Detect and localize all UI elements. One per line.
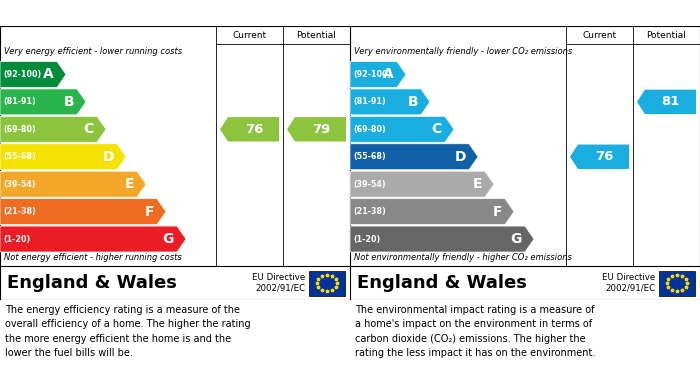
Text: Not energy efficient - higher running costs: Not energy efficient - higher running co… (4, 253, 182, 262)
Text: (39-54): (39-54) (3, 180, 36, 189)
Text: Current: Current (232, 30, 267, 39)
Polygon shape (570, 145, 629, 169)
Text: Potential: Potential (647, 30, 687, 39)
Polygon shape (0, 117, 106, 142)
Text: Not environmentally friendly - higher CO₂ emissions: Not environmentally friendly - higher CO… (354, 253, 572, 262)
Polygon shape (0, 199, 166, 224)
Text: E: E (125, 177, 134, 191)
Text: (1-20): (1-20) (353, 235, 380, 244)
Text: (92-100): (92-100) (3, 70, 41, 79)
Polygon shape (350, 117, 454, 142)
Text: C: C (84, 122, 94, 136)
Text: 79: 79 (312, 123, 330, 136)
Text: G: G (162, 232, 174, 246)
Text: (21-38): (21-38) (3, 207, 36, 216)
Text: (81-91): (81-91) (3, 97, 36, 106)
Text: The energy efficiency rating is a measure of the
overall efficiency of a home. T: The energy efficiency rating is a measur… (5, 305, 251, 358)
Text: D: D (454, 150, 466, 164)
Text: B: B (407, 95, 418, 109)
Text: (92-100): (92-100) (353, 70, 391, 79)
Text: EU Directive
2002/91/EC: EU Directive 2002/91/EC (252, 273, 305, 293)
Polygon shape (637, 90, 696, 114)
Text: (55-68): (55-68) (353, 152, 386, 161)
Text: A: A (43, 68, 54, 81)
Text: C: C (432, 122, 442, 136)
Polygon shape (350, 89, 430, 115)
Text: (69-80): (69-80) (353, 125, 386, 134)
Polygon shape (287, 117, 346, 142)
Polygon shape (0, 89, 86, 115)
Text: The environmental impact rating is a measure of
a home's impact on the environme: The environmental impact rating is a mea… (355, 305, 596, 358)
Polygon shape (350, 144, 478, 170)
Text: 76: 76 (245, 123, 263, 136)
Text: A: A (384, 68, 394, 81)
Text: (55-68): (55-68) (3, 152, 36, 161)
Text: (69-80): (69-80) (3, 125, 36, 134)
Text: Very environmentally friendly - lower CO₂ emissions: Very environmentally friendly - lower CO… (354, 47, 573, 56)
Polygon shape (0, 226, 186, 252)
Text: Very energy efficient - lower running costs: Very energy efficient - lower running co… (4, 47, 182, 56)
Text: (81-91): (81-91) (353, 97, 386, 106)
Polygon shape (0, 171, 146, 197)
Polygon shape (350, 226, 534, 252)
Text: EU Directive
2002/91/EC: EU Directive 2002/91/EC (602, 273, 655, 293)
Text: Energy Efficiency Rating: Energy Efficiency Rating (6, 7, 190, 20)
Bar (309, 271, 345, 296)
Text: England & Wales: England & Wales (7, 274, 177, 292)
Text: F: F (493, 204, 502, 219)
Text: (1-20): (1-20) (3, 235, 30, 244)
Polygon shape (350, 171, 494, 197)
Polygon shape (0, 61, 66, 88)
Text: E: E (473, 177, 482, 191)
Text: (39-54): (39-54) (353, 180, 386, 189)
Polygon shape (0, 144, 126, 170)
Text: Environmental Impact (CO₂) Rating: Environmental Impact (CO₂) Rating (356, 7, 618, 20)
Text: England & Wales: England & Wales (357, 274, 527, 292)
Polygon shape (350, 61, 406, 88)
Text: Potential: Potential (297, 30, 337, 39)
Text: (21-38): (21-38) (353, 207, 386, 216)
Text: 76: 76 (595, 150, 613, 163)
Text: G: G (510, 232, 522, 246)
Text: B: B (64, 95, 74, 109)
Text: Current: Current (582, 30, 617, 39)
Bar (659, 271, 695, 296)
Text: F: F (144, 204, 154, 219)
Text: D: D (102, 150, 114, 164)
Text: 81: 81 (662, 95, 680, 108)
Polygon shape (220, 117, 279, 142)
Polygon shape (350, 199, 514, 224)
